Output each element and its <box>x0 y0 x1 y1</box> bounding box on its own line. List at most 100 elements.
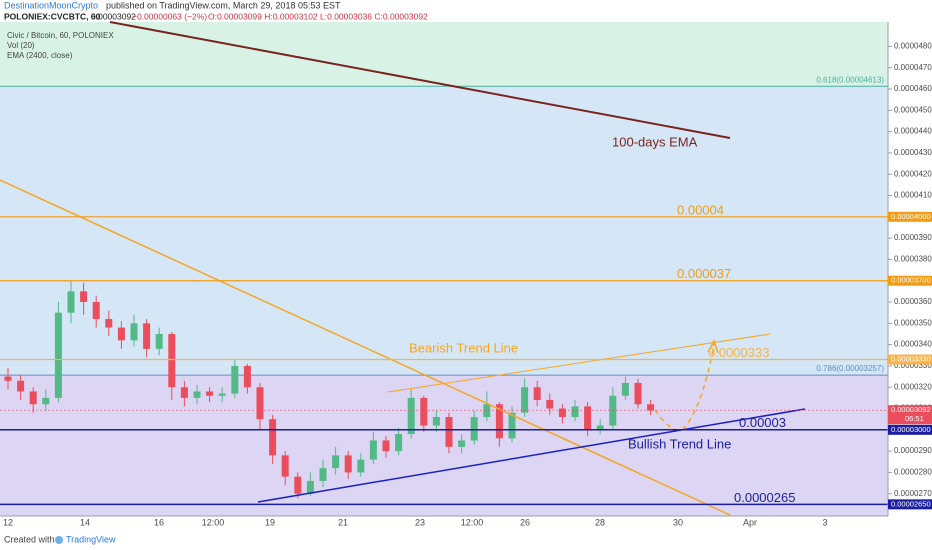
level-tag-label: 0.00003700 <box>891 276 931 285</box>
x-tick-label: 30 <box>673 517 683 527</box>
candle-body <box>634 382 642 405</box>
candle-body <box>143 323 151 349</box>
ema-line <box>109 21 731 139</box>
candle-body <box>206 391 214 396</box>
bullish-annotation: Bullish Trend Line <box>628 436 731 451</box>
x-tick-label: 3 <box>822 517 827 527</box>
level-tag-label: 0.00004000 <box>891 212 931 221</box>
candle-body <box>332 455 340 469</box>
candle-body <box>407 397 415 435</box>
candle-body <box>269 419 277 456</box>
candle-body <box>105 319 113 328</box>
x-tick-label: 23 <box>415 517 425 527</box>
candle-body <box>180 387 188 398</box>
candle-body <box>4 376 12 381</box>
candle-body <box>558 408 566 418</box>
candle-body <box>117 327 125 341</box>
level-annotation: 0.00004 <box>677 202 724 217</box>
x-tick-label: 14 <box>80 517 90 527</box>
last-price: 0.00003092 <box>91 11 136 21</box>
candle-body <box>256 387 264 420</box>
author[interactable]: DestinationMoonCrypto <box>4 0 98 10</box>
candle-body <box>294 476 302 494</box>
x-tick-label: 19 <box>265 517 275 527</box>
level-tag <box>888 211 932 222</box>
candle-body <box>29 391 37 405</box>
level-tag <box>888 354 932 365</box>
level-annotation: 0.0000333 <box>708 345 769 360</box>
candle-body <box>344 455 352 473</box>
candle-body <box>470 417 478 441</box>
candle-body <box>432 417 440 426</box>
x-tick-label: 12:00 <box>461 517 484 527</box>
candle-body <box>319 468 327 481</box>
x-tick-label: 21 <box>338 517 348 527</box>
bearish-trend-line <box>0 179 731 516</box>
candle-body <box>621 382 629 396</box>
ohlc: O:0.00003099 H:0.00003102 L:0.00003036 C… <box>208 11 428 21</box>
change: −0.00000063 (−2%) <box>132 11 207 21</box>
candle-body <box>193 391 201 398</box>
x-tick-label: Apr <box>743 517 757 527</box>
price-tag <box>888 405 932 425</box>
candle-body <box>92 302 100 320</box>
price-axis <box>888 22 932 516</box>
legend-item: Vol (20) <box>7 41 35 50</box>
candle-body <box>357 459 365 473</box>
channel-line <box>387 333 771 393</box>
zone <box>0 375 888 516</box>
footer-brand[interactable]: TradingView <box>66 534 116 544</box>
candle-body <box>243 365 251 388</box>
candle-body <box>533 387 541 400</box>
x-tick-label: 12:00 <box>202 517 225 527</box>
candle-body <box>369 440 377 460</box>
x-tick-label: 16 <box>154 517 164 527</box>
candle-body <box>609 395 617 426</box>
published: published on TradingView.com, March 29, … <box>106 0 341 10</box>
candle-body <box>420 397 428 426</box>
candle-body <box>281 455 289 477</box>
bearish-annotation: Bearish Trend Line <box>409 340 518 355</box>
symbol: POLONIEX:CVCBTC, 60 <box>4 11 101 21</box>
candle-body <box>508 412 516 439</box>
candle-body <box>67 291 75 313</box>
x-tick-label: 12 <box>3 517 13 527</box>
price-countdown: 06:51 <box>905 414 924 423</box>
candle-body <box>42 397 50 405</box>
candle-body <box>306 480 314 494</box>
legend-item: EMA (2400, close) <box>7 51 73 60</box>
x-tick-label: 26 <box>520 517 530 527</box>
candle-body <box>445 417 453 447</box>
candle-body <box>155 333 163 349</box>
level-tag-label: 0.00003000 <box>891 425 931 434</box>
zone <box>0 22 888 87</box>
level-annotation: 0.0000265 <box>734 490 795 505</box>
candle-body <box>495 404 503 439</box>
legend-item: Civic / Bitcoin, 60, POLONIEX <box>7 31 114 40</box>
candle-body <box>647 404 655 411</box>
candle-body <box>458 440 466 447</box>
candle-body <box>483 404 491 418</box>
ema-annotation: 100-days EMA <box>612 134 698 149</box>
level-tag-label: 0.00002650 <box>891 499 931 508</box>
y-tick-label: 0.00004800 <box>894 42 932 51</box>
candle-body <box>521 387 529 413</box>
candle-body <box>54 312 62 398</box>
